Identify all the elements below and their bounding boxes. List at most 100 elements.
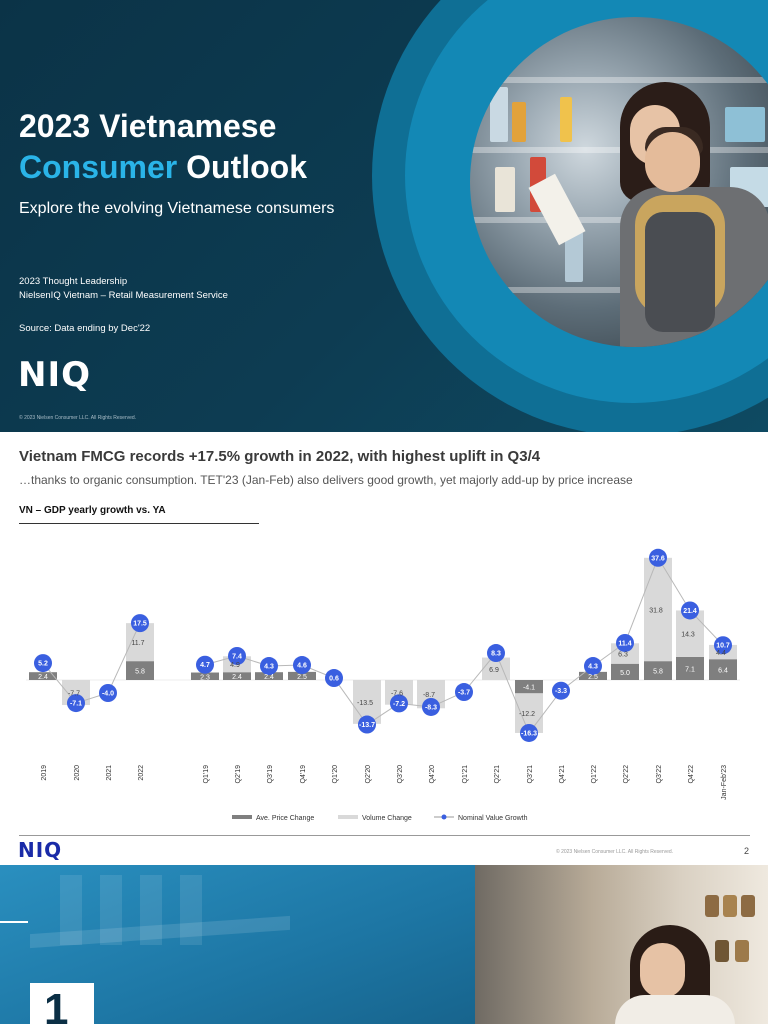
footer-copyright: © 2023 Nielsen Consumer LLC. All Rights … bbox=[556, 849, 674, 855]
value-marker bbox=[260, 657, 278, 676]
value-marker bbox=[228, 646, 246, 665]
price-label: 2.5 bbox=[297, 674, 307, 681]
volume-label: 14.3 bbox=[681, 632, 695, 639]
price-label: 2.3 bbox=[200, 674, 210, 681]
x-axis-label: 2022 bbox=[138, 765, 145, 781]
value-label: 5.2 bbox=[38, 661, 48, 668]
value-marker bbox=[649, 548, 667, 567]
fmcg-growth-slide: Vietnam FMCG records +17.5% growth in 20… bbox=[0, 432, 768, 865]
cover-slide: 2023 Vietnamese Consumer Outlook Explore… bbox=[0, 0, 768, 432]
value-marker bbox=[422, 697, 440, 716]
chart-x-axis-labels: 2019 2020 2021 2022 Q1'19 Q2'19 Q3'19 Q4'19 Q1'2… bbox=[41, 765, 728, 800]
x-axis-label: Q4'22 bbox=[688, 765, 695, 784]
x-axis-label: Q3'21 bbox=[527, 765, 534, 784]
value-marker bbox=[552, 681, 570, 700]
value-label: 7.4 bbox=[232, 653, 242, 660]
footer-rule bbox=[19, 835, 750, 836]
chart-data-labels: 2.4 -7.7 5.8 11.7 2.3 2.4 4.9 2.4 2.5 -13.5 -7.6 -8… bbox=[38, 607, 728, 718]
value-marker bbox=[455, 683, 473, 702]
x-axis-label: Q2'21 bbox=[494, 765, 501, 784]
value-marker bbox=[616, 633, 634, 652]
chart-value-line: 5.2 -7.1 -4.0 17.5 4.7 7.4 4.3 4.6 0.6 -13.7 -7.2 -… bbox=[34, 548, 732, 742]
value-label: 4.3 bbox=[588, 664, 598, 671]
value-line-segment bbox=[42, 622, 141, 704]
volume-label: -8.7 bbox=[423, 692, 435, 699]
section-accent-rule bbox=[0, 921, 28, 923]
section-photo-shopper bbox=[475, 865, 768, 1024]
legend-label-value: Nominal Value Growth bbox=[458, 815, 528, 822]
x-axis-label: Q1'22 bbox=[591, 765, 598, 784]
value-label: -8.3 bbox=[425, 704, 437, 711]
value-marker bbox=[131, 614, 149, 633]
cover-source-note: Source: Data ending by Dec'22 bbox=[19, 323, 151, 334]
niq-logo: NIQ bbox=[18, 355, 92, 395]
price-label: 5.8 bbox=[653, 669, 663, 676]
section-number: 1 bbox=[44, 985, 69, 1024]
price-label: 2.4 bbox=[38, 674, 48, 681]
value-label: 8.3 bbox=[491, 651, 501, 658]
volume-label: -7.7 bbox=[68, 691, 80, 698]
value-marker bbox=[390, 694, 408, 713]
value-label: 4.3 bbox=[264, 664, 274, 671]
price-label: 5.8 bbox=[135, 669, 145, 676]
price-label: 5.0 bbox=[620, 670, 630, 677]
x-axis-label: Q4'19 bbox=[300, 765, 307, 784]
cover-title-accent: Consumer bbox=[19, 149, 178, 185]
x-axis-label: 2021 bbox=[106, 765, 113, 781]
price-bar bbox=[709, 659, 737, 680]
niq-logo-footer: NIQ bbox=[18, 838, 63, 862]
slide-title: Vietnam FMCG records +17.5% growth in 20… bbox=[19, 448, 541, 465]
x-axis-label: Q3'19 bbox=[267, 765, 274, 784]
value-label: -3.3 bbox=[555, 688, 567, 695]
value-label: 10.7 bbox=[716, 643, 730, 650]
value-marker bbox=[584, 657, 602, 676]
value-label: 0.6 bbox=[329, 676, 339, 683]
value-label: 4.7 bbox=[200, 662, 210, 669]
price-bar bbox=[611, 663, 639, 680]
section-divider-slide: 1 bbox=[0, 865, 768, 1024]
legend-label-price: Ave. Price Change bbox=[256, 815, 314, 822]
chart-title-rule bbox=[19, 523, 259, 524]
volume-label: -13.5 bbox=[357, 700, 373, 707]
x-axis-label: Q1'20 bbox=[332, 765, 339, 784]
chart-bars bbox=[29, 557, 737, 733]
price-bar bbox=[126, 661, 154, 680]
growth-combo-chart: 5.2 -7.1 -4.0 17.5 4.7 7.4 4.3 4.6 0.6 -13.7 -7.2 -… bbox=[26, 548, 740, 822]
cover-meta-series: 2023 Thought Leadership bbox=[19, 276, 128, 287]
legend-swatch-volume bbox=[338, 815, 358, 819]
value-marker bbox=[487, 644, 505, 663]
value-marker bbox=[325, 669, 343, 688]
price-bar bbox=[255, 672, 283, 680]
price-label: 7.1 bbox=[685, 666, 695, 673]
price-label: 2.4 bbox=[232, 674, 242, 681]
legend-label-volume: Volume Change bbox=[362, 815, 412, 822]
price-label: 6.4 bbox=[718, 668, 728, 675]
value-label: 11.4 bbox=[618, 640, 631, 647]
x-axis-label: Q2'20 bbox=[365, 765, 372, 784]
volume-label: 11.7 bbox=[131, 640, 144, 647]
volume-label: 4.9 bbox=[230, 662, 240, 669]
section-number-box bbox=[30, 983, 94, 1024]
price-bar bbox=[579, 671, 607, 680]
x-axis-label: Q4'20 bbox=[429, 765, 436, 784]
slide-subtitle: …thanks to organic consumption. TET'23 (… bbox=[19, 473, 633, 487]
value-marker bbox=[67, 694, 85, 713]
price-label: 2.5 bbox=[588, 674, 598, 681]
value-marker bbox=[520, 723, 538, 742]
cover-photo-shopper-with-baby bbox=[470, 17, 768, 347]
value-label: -3.7 bbox=[458, 690, 470, 697]
volume-bar bbox=[482, 657, 510, 680]
cover-subtitle: Explore the evolving Vietnamese consumer… bbox=[19, 200, 335, 217]
x-axis-label: Q3'22 bbox=[656, 765, 663, 784]
volume-label: -12.2 bbox=[519, 711, 535, 718]
price-bar bbox=[29, 672, 57, 680]
x-axis-label: Q2'22 bbox=[623, 765, 630, 784]
volume-label: -7.6 bbox=[391, 690, 403, 697]
legend-swatch-price bbox=[232, 815, 252, 819]
x-axis-label: Q3'20 bbox=[397, 765, 404, 784]
price-label: -4.1 bbox=[523, 685, 535, 692]
volume-label: 31.8 bbox=[649, 607, 663, 614]
value-marker bbox=[714, 636, 732, 655]
value-label: -13.7 bbox=[359, 722, 375, 729]
value-label: -4.0 bbox=[102, 691, 114, 698]
